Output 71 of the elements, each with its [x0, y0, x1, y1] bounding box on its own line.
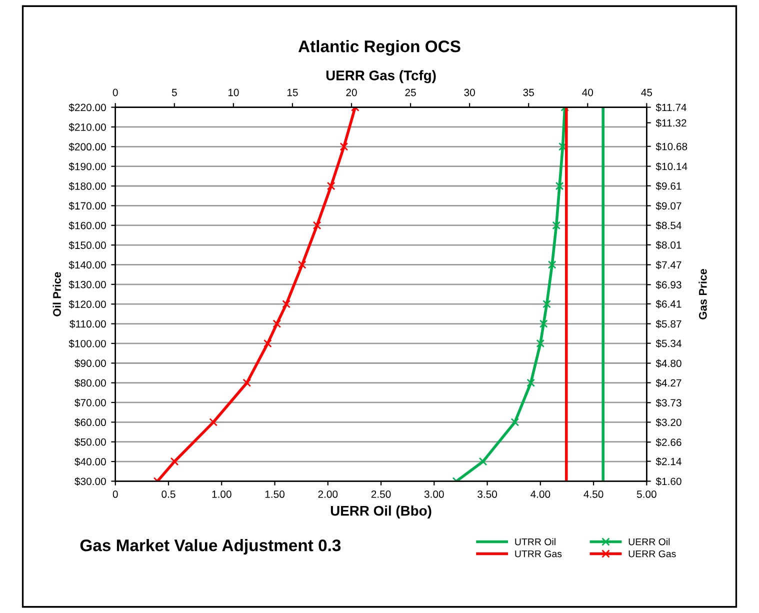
y-tick-label: $210.00	[68, 123, 106, 132]
x-tick-label: 1.00	[212, 490, 232, 498]
y2-tick-label: $9.61	[656, 182, 682, 190]
legend-label: UERR Oil	[628, 538, 670, 546]
y-tick-label: $170.00	[68, 202, 106, 210]
y-tick-label: $220.00	[68, 103, 106, 112]
x2-axis-title: UERR Gas (Tcfg)	[326, 70, 436, 84]
y-tick-label: $120.00	[68, 300, 106, 309]
legend-label: UTRR Oil	[515, 538, 556, 546]
x2-tick-label: 15	[287, 88, 298, 96]
legend-label: UTRR Gas	[515, 550, 562, 558]
y-tick-label: $110.00	[70, 320, 106, 328]
y2-tick-label: $1.60	[656, 477, 682, 486]
x-tick-label: 3.50	[478, 490, 498, 498]
y2-tick-label: $8.01	[656, 240, 682, 250]
y-tick-label: $180.00	[68, 182, 106, 190]
y-tick-label: $140.00	[68, 260, 106, 270]
y-tick-label: $40.00	[74, 458, 106, 466]
y2-tick-label: $2.14	[656, 457, 682, 466]
x2-tick-label: 35	[523, 88, 534, 96]
x2-tick-label: 40	[582, 88, 594, 96]
y2-tick-label: $2.66	[656, 438, 682, 447]
y2-tick-label: $3.73	[656, 398, 682, 408]
x-tick-label: 0.5	[162, 490, 176, 498]
y-tick-label: $80.00	[74, 378, 106, 388]
x-axis-title: UERR Oil (Bbo)	[330, 506, 432, 518]
x-tick-label: 1.50	[265, 490, 284, 498]
x-tick-label: 5.00	[636, 490, 656, 498]
x-tick-label: 4.50	[584, 490, 604, 498]
y2-tick-label: $4.27	[656, 378, 682, 388]
y-tick-label: $60.00	[74, 418, 106, 427]
x2-tick-label: 25	[405, 88, 416, 96]
y-tick-label: $200.00	[68, 142, 106, 152]
y2-tick-label: $6.41	[656, 300, 682, 308]
y2-tick-label: $7.47	[656, 260, 682, 270]
y-tick-label: $190.00	[68, 162, 106, 171]
y-tick-label: $130.00	[68, 280, 106, 289]
chart-title: Atlantic Region OCS	[298, 40, 460, 56]
y-tick-label: $50.00	[74, 438, 106, 446]
x-tick-label: 0	[112, 490, 118, 498]
x-tick-label: 2.00	[318, 490, 338, 498]
x2-tick-label: 0	[112, 88, 118, 96]
y2-tick-label: $9.07	[656, 202, 682, 210]
y-axis-title: Oil Price	[52, 272, 61, 316]
y2-tick-label: $5.87	[656, 320, 682, 328]
y-tick-label: $30.00	[74, 477, 106, 486]
y-tick-label: $150.00	[68, 241, 106, 250]
y-tick-label: $160.00	[68, 221, 106, 230]
y2-tick-label: $11.74	[656, 103, 686, 112]
x-tick-label: 2.50	[371, 490, 391, 498]
y2-tick-label: $6.93	[656, 280, 682, 290]
x2-tick-label: 45	[641, 88, 652, 96]
x2-tick-label: 30	[464, 88, 475, 96]
x-tick-label: 3.00	[424, 490, 444, 498]
y2-tick-label: $5.34	[656, 339, 682, 348]
x-tick-label: 4.00	[530, 490, 550, 498]
y2-tick-label: $3.20	[656, 418, 682, 427]
x2-tick-label: 5	[172, 88, 177, 96]
text: Gas Market Value Adjustment 0.3	[80, 539, 341, 555]
y2-tick-label: $8.54	[656, 221, 682, 230]
x2-tick-label: 10	[228, 88, 239, 96]
legend-label: UERR Gas	[628, 550, 676, 558]
y-tick-label: $70.00	[74, 398, 106, 407]
x2-tick-label: 20	[346, 88, 357, 96]
y2-tick-label: $10.68	[656, 142, 688, 151]
y2-tick-label: $10.14	[656, 162, 688, 171]
y2-tick-label: $4.80	[656, 359, 682, 368]
y2-tick-label: $11.32	[656, 118, 686, 128]
y2-axis-title: Gas Price	[698, 268, 707, 320]
y-tick-label: $100.00	[68, 340, 106, 348]
y-tick-label: $90.00	[74, 359, 106, 368]
